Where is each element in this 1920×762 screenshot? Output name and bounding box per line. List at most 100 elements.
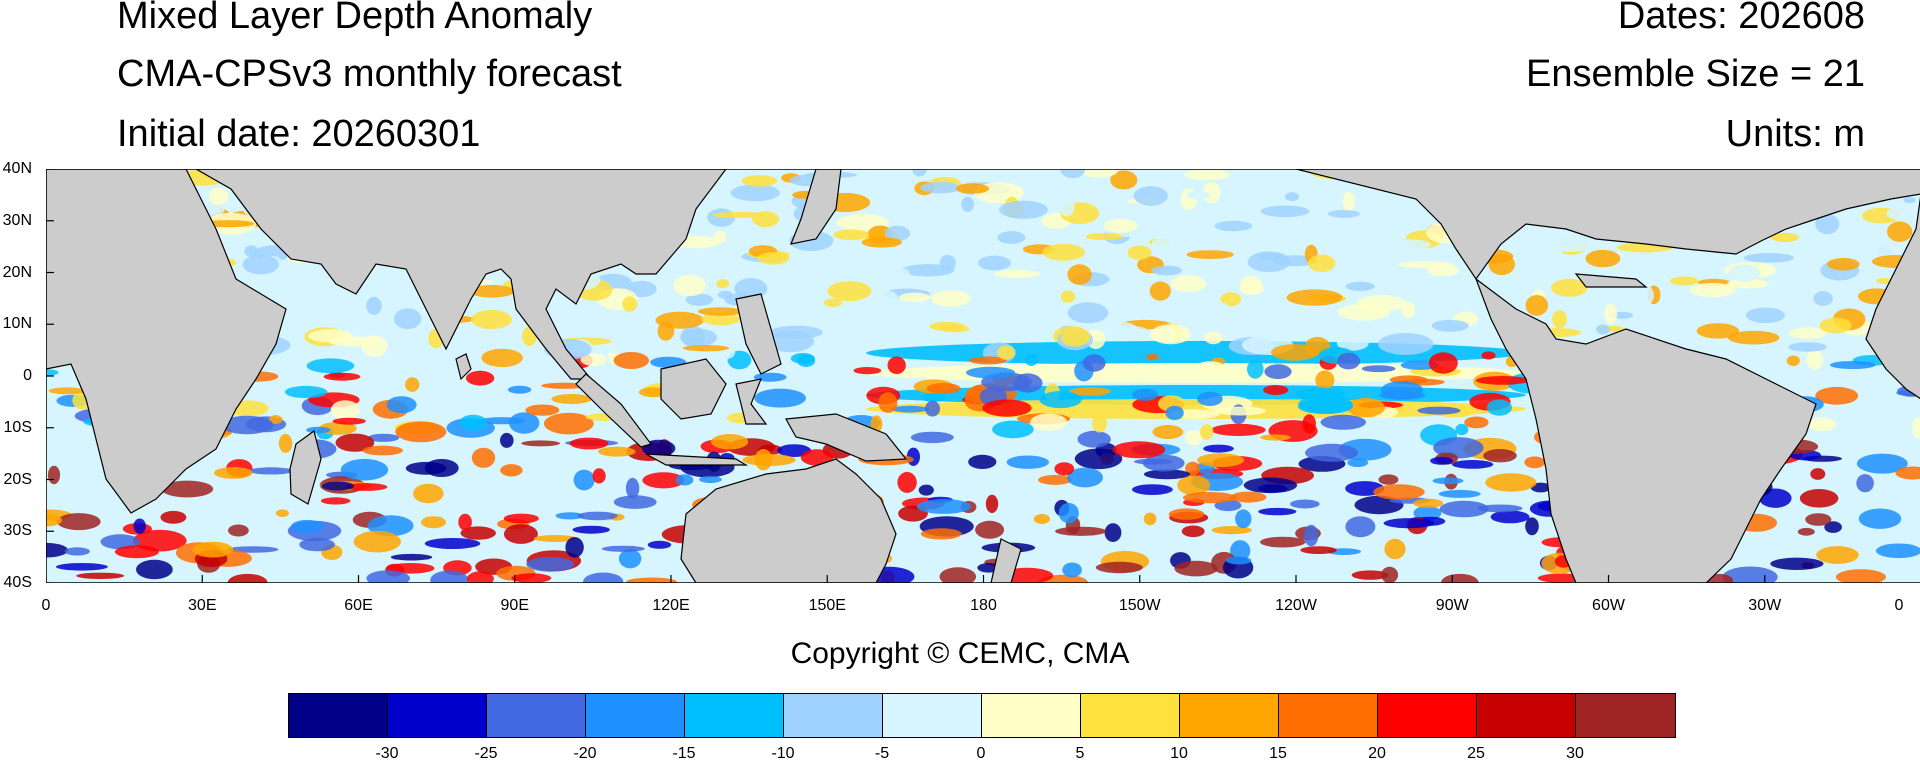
lon-tick-label: 60W bbox=[1592, 597, 1625, 614]
anomaly-patch bbox=[1856, 453, 1908, 474]
colorbar-tick-label: 30 bbox=[1566, 745, 1584, 762]
colorbar-tick-label: 25 bbox=[1467, 745, 1485, 762]
anomaly-patch bbox=[992, 420, 1034, 439]
anomaly-patch bbox=[1308, 254, 1336, 273]
anomaly-patch bbox=[910, 431, 954, 444]
anomaly-patch bbox=[228, 524, 249, 537]
anomaly-patch bbox=[1184, 169, 1230, 181]
anomaly-patch bbox=[1058, 502, 1079, 524]
anomaly-patch bbox=[1345, 281, 1375, 291]
land-north-america bbox=[1295, 169, 1920, 281]
anomaly-patch bbox=[1260, 536, 1306, 548]
anomaly-patch bbox=[752, 211, 779, 228]
anomaly-patch bbox=[1320, 414, 1367, 430]
anomaly-patch bbox=[1398, 261, 1454, 269]
land-africa-east bbox=[1865, 196, 1920, 400]
anomaly-patch bbox=[1230, 540, 1251, 562]
anomaly-patch bbox=[1204, 331, 1223, 345]
colorbar-tick-label: -5 bbox=[874, 745, 890, 762]
anomaly-patch bbox=[430, 570, 469, 583]
anomaly-patch bbox=[931, 290, 971, 307]
anomaly-patch bbox=[1417, 406, 1461, 415]
anomaly-patch bbox=[321, 481, 355, 491]
anomaly-patch bbox=[925, 400, 940, 417]
anomaly-patch bbox=[1165, 405, 1184, 421]
anomaly-patch bbox=[1361, 365, 1396, 373]
anomaly-patch bbox=[655, 311, 704, 329]
anomaly-patch bbox=[884, 225, 911, 242]
anomaly-patch bbox=[393, 308, 422, 330]
anomaly-patch bbox=[1106, 321, 1138, 338]
anomaly-patch bbox=[955, 183, 990, 194]
anomaly-patch bbox=[1112, 441, 1166, 459]
anomaly-patch bbox=[583, 572, 624, 583]
anomaly-patch bbox=[76, 572, 125, 579]
anomaly-patch bbox=[555, 512, 584, 520]
anomaly-patch bbox=[939, 567, 977, 583]
anomaly-patch bbox=[1168, 508, 1205, 520]
anomaly-patch bbox=[469, 285, 515, 298]
anomaly-patch bbox=[1596, 324, 1610, 335]
colorbar-segment bbox=[1477, 694, 1576, 737]
anomaly-patch bbox=[1025, 353, 1038, 366]
anomaly-patch bbox=[1451, 460, 1494, 469]
anomaly-patch bbox=[1806, 349, 1824, 370]
land-sri-lanka bbox=[455, 353, 472, 381]
anomaly-patch bbox=[1235, 509, 1252, 529]
anomaly-patch bbox=[1060, 169, 1086, 179]
anomaly-patch bbox=[898, 292, 931, 302]
land-masses bbox=[46, 169, 1920, 583]
anomaly-patch bbox=[57, 513, 101, 531]
anomaly-patch bbox=[577, 511, 618, 521]
anomaly-patch bbox=[1485, 473, 1537, 492]
anomaly-patch bbox=[1384, 538, 1406, 560]
anomaly-patch bbox=[1525, 295, 1549, 316]
anomaly-patch bbox=[642, 472, 685, 489]
anomaly-patch bbox=[1788, 342, 1827, 352]
anomaly-patch bbox=[1060, 290, 1076, 303]
anomaly-patch bbox=[290, 519, 324, 534]
anomaly-patch bbox=[1887, 221, 1913, 242]
anomaly-patch bbox=[861, 237, 902, 248]
anomaly-patch bbox=[1132, 388, 1158, 401]
anomaly-patch bbox=[1230, 491, 1267, 503]
anomaly-patch bbox=[824, 298, 842, 307]
anomaly-patch bbox=[966, 366, 1016, 379]
anomaly-patch bbox=[1146, 353, 1159, 360]
anomaly-patch bbox=[1181, 525, 1205, 538]
colorbar-segment bbox=[784, 694, 883, 737]
anomaly-patch bbox=[1669, 276, 1699, 286]
anomaly-patch bbox=[248, 467, 294, 475]
anomaly-patch bbox=[1152, 425, 1184, 439]
anomaly-patch bbox=[320, 497, 351, 505]
anomaly-patch bbox=[275, 509, 289, 517]
copyright-notice: Copyright © CEMC, CMA bbox=[790, 637, 1130, 670]
anomaly-patch bbox=[580, 353, 607, 366]
anomaly-patch bbox=[386, 563, 435, 574]
anomaly-patch bbox=[1185, 430, 1203, 445]
anomaly-patch bbox=[647, 540, 672, 549]
anomaly-patch bbox=[1728, 264, 1761, 282]
colorbar-tick-label: -15 bbox=[672, 745, 696, 762]
colorbar-segment bbox=[1576, 694, 1675, 737]
anomaly-patch bbox=[1264, 230, 1284, 249]
anomaly-patch bbox=[1819, 317, 1852, 334]
anomaly-patch bbox=[1824, 521, 1842, 533]
anomaly-patch bbox=[340, 458, 389, 481]
anomaly-patch bbox=[1211, 423, 1266, 436]
anomaly-patch bbox=[306, 358, 355, 374]
anomaly-patch bbox=[1327, 210, 1361, 218]
anomaly-patch bbox=[926, 382, 961, 394]
anomaly-patch bbox=[1381, 566, 1399, 583]
anomaly-patch bbox=[717, 290, 733, 299]
anomaly-patch bbox=[757, 252, 790, 265]
land-java bbox=[645, 453, 749, 466]
anomaly-patch bbox=[713, 230, 727, 244]
anomaly-patch bbox=[1816, 546, 1859, 564]
anomaly-patch bbox=[1197, 391, 1223, 406]
lon-tick-label: 30E bbox=[188, 597, 217, 614]
anomaly-patch bbox=[1381, 381, 1423, 400]
anomaly-patch bbox=[711, 434, 749, 450]
anomaly-patch bbox=[332, 417, 366, 425]
units-label: Units: m bbox=[1725, 113, 1865, 155]
